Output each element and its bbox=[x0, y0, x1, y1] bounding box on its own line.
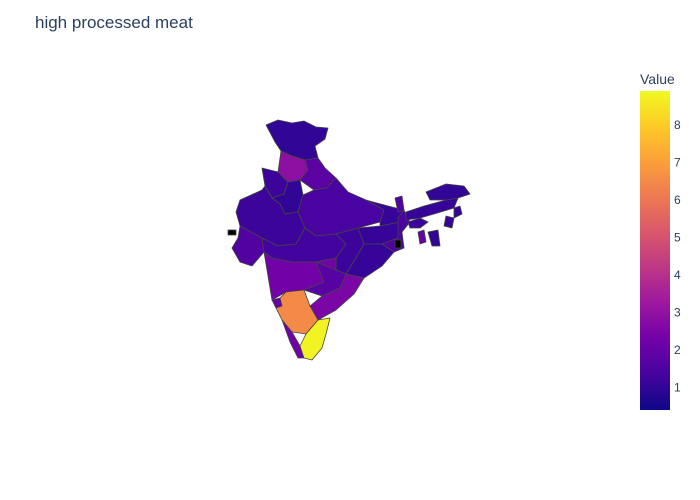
state-tripura[interactable]: Tripura bbox=[417, 229, 427, 245]
state-jammu-kashmir[interactable]: Jammu & Kashmir bbox=[265, 119, 329, 161]
colorbar-tick-label: 6 bbox=[674, 193, 681, 207]
colorbar-title: Value bbox=[640, 71, 675, 87]
colorbar-tick-label: 7 bbox=[674, 155, 681, 169]
state-nagaland[interactable]: Nagaland bbox=[453, 205, 463, 219]
colorbar-tick-label: 8 bbox=[674, 118, 681, 132]
coast-artifact-1 bbox=[227, 229, 237, 236]
chart-title: high processed meat bbox=[35, 13, 193, 32]
state-tamil-nadu[interactable]: Tamil Nadu bbox=[299, 317, 331, 361]
state-sikkim[interactable]: Sikkim bbox=[394, 195, 405, 213]
state-manipur[interactable]: Manipur bbox=[443, 215, 455, 229]
colorbar: 1 2 3 4 5 6 7 8 bbox=[640, 91, 681, 410]
state-meghalaya[interactable]: Meghalaya bbox=[407, 217, 429, 229]
colorbar-tick-label: 5 bbox=[674, 230, 681, 244]
colorbar-tick-label: 4 bbox=[674, 268, 681, 282]
state-odisha[interactable]: Odisha bbox=[345, 243, 395, 279]
india-states[interactable]: Jammu & KashmirHimachal PradeshPunjabUtt… bbox=[227, 119, 471, 361]
state-arunachal-pradesh[interactable]: Arunachal Pradesh bbox=[425, 183, 471, 201]
colorbar-gradient bbox=[640, 91, 670, 410]
colorbar-tick-label: 2 bbox=[674, 343, 681, 357]
coast-artifact-2 bbox=[394, 239, 402, 249]
colorbar-tick-label: 1 bbox=[674, 380, 681, 394]
colorbar-tick-label: 3 bbox=[674, 305, 681, 319]
state-mizoram[interactable]: Mizoram bbox=[427, 229, 441, 247]
